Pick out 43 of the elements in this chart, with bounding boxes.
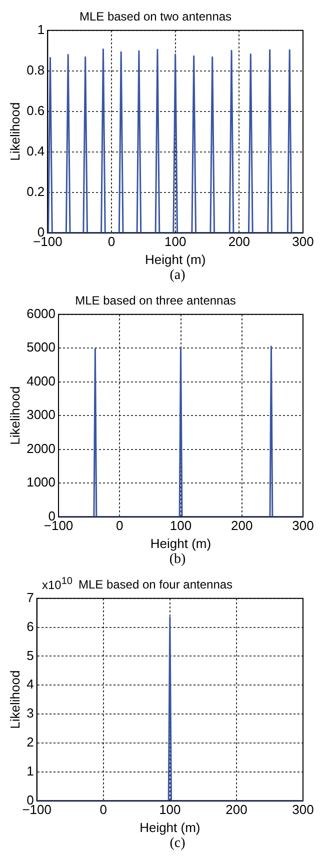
y-tick-label: 6: [26, 618, 34, 634]
x-tick-label: 0: [116, 518, 124, 534]
y-tick-label: 1: [37, 22, 45, 37]
y-tick-label: 4000: [26, 373, 56, 388]
x-tick-label: 100: [170, 518, 192, 534]
y-tick-label: 5000: [26, 340, 56, 355]
y-tick-label: 1000: [26, 474, 56, 490]
y-tick-label: 0.8: [26, 62, 45, 78]
y-tick-label: 5: [26, 648, 34, 663]
x-tick-label: 100: [164, 234, 186, 250]
y-axis-title: Likelihood: [7, 102, 22, 161]
y-tick-label: 3: [26, 706, 34, 721]
x-tick-label: 200: [231, 518, 253, 534]
y-tick-label: 3000: [26, 407, 56, 422]
x-axis-title: Height (m): [150, 536, 212, 551]
text: (a): [168, 268, 186, 284]
x-tick-label: 0: [100, 802, 107, 818]
y-tick-label: 4: [26, 676, 34, 692]
x-tick-label: 200: [226, 802, 248, 818]
chart-title: MLE based on two antennas: [79, 10, 232, 24]
x-axis-title: Height (m): [140, 820, 200, 835]
text: x10$^{10}$: [42, 576, 72, 592]
y-tick-label: 0.2: [26, 184, 45, 199]
chart-title: MLE based on four antennas: [78, 578, 233, 592]
y-tick-label: 2: [26, 734, 34, 750]
x-tick-label: 300: [292, 802, 314, 818]
chart-title: MLE based on three antennas: [75, 294, 236, 308]
x-tick-label: 0: [108, 234, 116, 250]
x-tick-label: 200: [228, 234, 250, 250]
y-tick-label: 0.6: [26, 102, 45, 118]
y-tick-label: 6000: [26, 306, 56, 321]
y-tick-label: 7: [26, 590, 34, 605]
y-axis-title: Likelihood: [7, 670, 22, 729]
x-tick-label: 300: [292, 234, 314, 250]
y-tick-label: 0.4: [26, 143, 45, 158]
y-tick-label: 2000: [26, 440, 56, 456]
text: (c): [168, 836, 186, 852]
text: (b): [168, 552, 187, 568]
y-axis-title: Likelihood: [7, 386, 22, 445]
x-tick-label: 300: [292, 518, 314, 534]
y-tick-label: 1: [26, 763, 34, 778]
x-axis-title: Height (m): [144, 252, 206, 267]
x-tick-label: 100: [159, 802, 181, 818]
